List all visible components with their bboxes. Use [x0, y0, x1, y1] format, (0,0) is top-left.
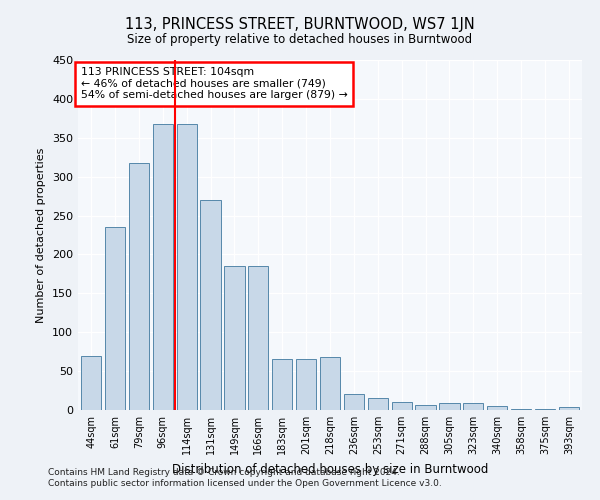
- Bar: [463, 403, 484, 410]
- Bar: [320, 357, 340, 410]
- Bar: [415, 404, 436, 410]
- Bar: [487, 406, 508, 410]
- Text: 113 PRINCESS STREET: 104sqm
← 46% of detached houses are smaller (749)
54% of se: 113 PRINCESS STREET: 104sqm ← 46% of det…: [80, 67, 347, 100]
- Bar: [248, 266, 268, 410]
- Text: Contains HM Land Registry data © Crown copyright and database right 2024.
Contai: Contains HM Land Registry data © Crown c…: [48, 468, 442, 487]
- Bar: [296, 360, 316, 410]
- Bar: [535, 409, 555, 410]
- Bar: [200, 200, 221, 410]
- Bar: [272, 360, 292, 410]
- Y-axis label: Number of detached properties: Number of detached properties: [37, 148, 46, 322]
- Text: Size of property relative to detached houses in Burntwood: Size of property relative to detached ho…: [127, 32, 473, 46]
- Bar: [105, 227, 125, 410]
- Bar: [368, 398, 388, 410]
- Bar: [392, 402, 412, 410]
- Bar: [559, 407, 579, 410]
- Bar: [439, 403, 460, 410]
- Bar: [152, 124, 173, 410]
- Bar: [224, 266, 245, 410]
- Text: 113, PRINCESS STREET, BURNTWOOD, WS7 1JN: 113, PRINCESS STREET, BURNTWOOD, WS7 1JN: [125, 18, 475, 32]
- Bar: [81, 356, 101, 410]
- Bar: [176, 124, 197, 410]
- X-axis label: Distribution of detached houses by size in Burntwood: Distribution of detached houses by size …: [172, 462, 488, 475]
- Bar: [129, 162, 149, 410]
- Bar: [511, 409, 531, 410]
- Bar: [344, 394, 364, 410]
